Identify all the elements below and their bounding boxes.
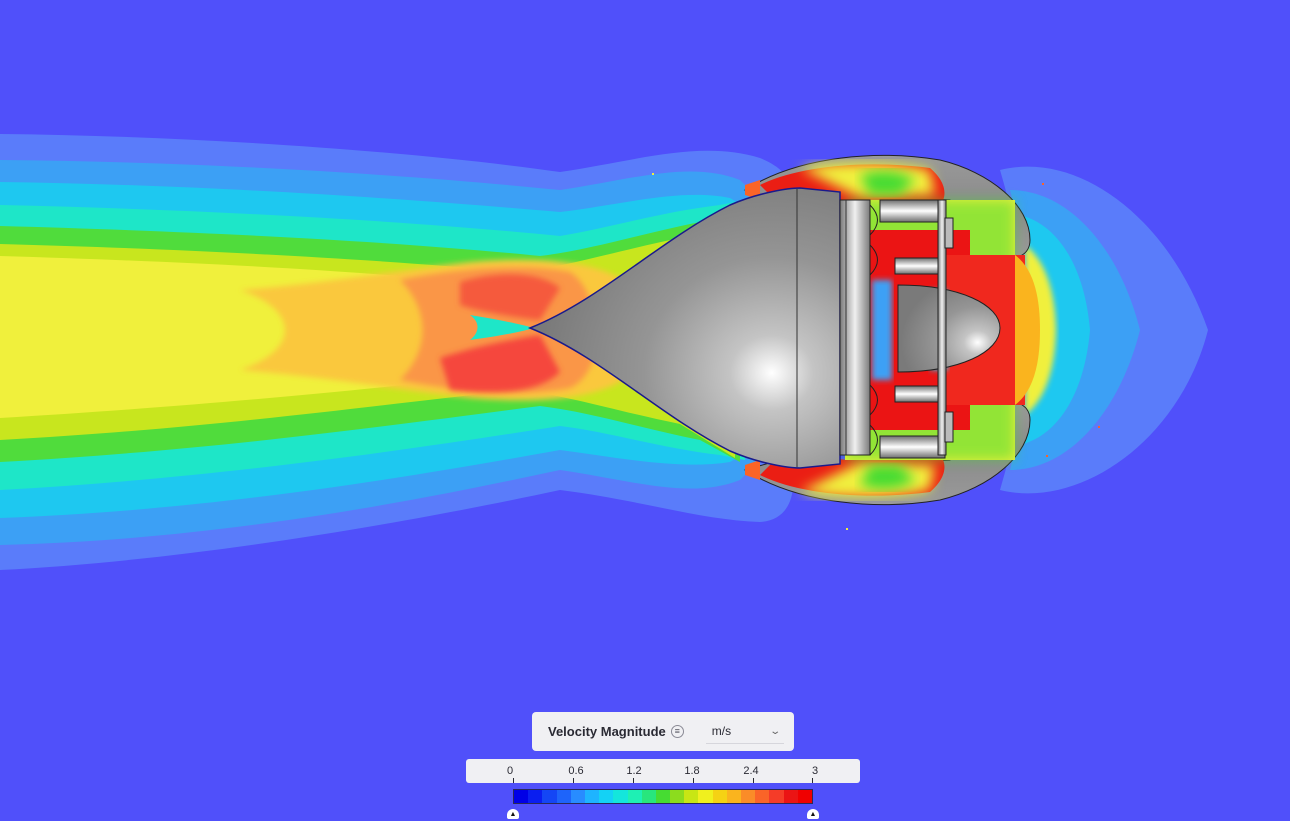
color-swatch (627, 790, 642, 803)
legend-panel: Velocity Magnitude ≡ m/s ⌄ (532, 712, 794, 751)
color-swatch (769, 790, 784, 803)
color-swatch (670, 790, 685, 803)
color-swatch (741, 790, 756, 803)
color-swatch (712, 790, 727, 803)
color-swatch (726, 790, 741, 803)
color-swatch (599, 790, 614, 803)
tick-mark (633, 778, 634, 783)
color-swatch (570, 790, 585, 803)
unit-dropdown[interactable]: m/s ⌄ (705, 720, 784, 744)
legend-scale: 0 0.6 1.2 1.8 2.4 3 (466, 759, 860, 783)
color-swatch (514, 790, 529, 803)
tick-label: 3 (811, 765, 819, 777)
color-swatch (655, 790, 671, 803)
color-swatch (613, 790, 628, 803)
color-swatch (797, 790, 812, 803)
chevron-down-icon: ⌄ (769, 725, 782, 737)
color-swatch (542, 790, 557, 803)
unit-value: m/s (711, 724, 732, 738)
color-bar (513, 789, 813, 804)
tick-label: 1.2 (626, 765, 642, 777)
color-swatch (556, 790, 571, 803)
tick-mark (513, 778, 514, 783)
range-min-handle[interactable]: ▲ (507, 809, 519, 819)
color-swatch (698, 790, 713, 803)
central-body (527, 187, 1001, 469)
menu-icon[interactable]: ≡ (670, 725, 684, 738)
color-swatch (684, 790, 699, 803)
inlet-halo (1000, 166, 1208, 494)
tick-label: 2.4 (743, 765, 759, 777)
tick-mark (753, 778, 754, 783)
tick-label: 1.8 (684, 765, 700, 777)
noise-specks (652, 173, 1100, 530)
tick-mark (573, 778, 574, 783)
tick-label: 0 (506, 765, 514, 777)
legend-title: Velocity Magnitude (548, 724, 666, 739)
tick-label: 0.6 (568, 765, 584, 777)
color-swatch (641, 790, 656, 803)
wake-contours (0, 134, 794, 570)
color-swatch (783, 790, 798, 803)
range-max-handle[interactable]: ▲ (807, 809, 819, 819)
color-swatch (755, 790, 770, 803)
color-swatch (528, 790, 543, 803)
color-swatch (584, 790, 600, 803)
tick-mark (812, 778, 813, 783)
tick-mark (693, 778, 694, 783)
